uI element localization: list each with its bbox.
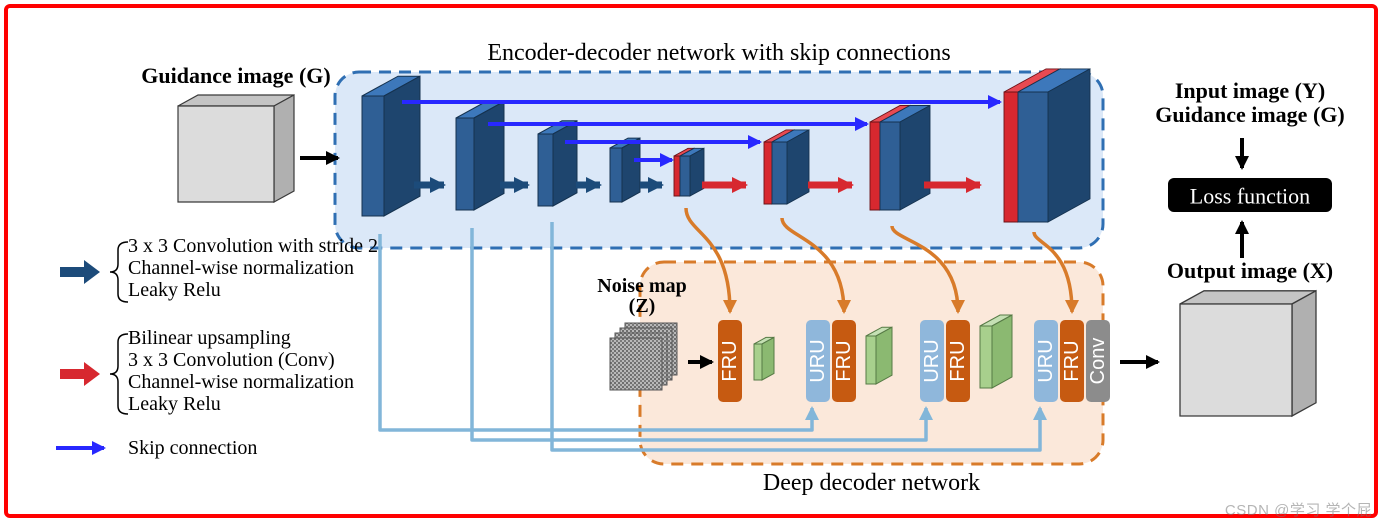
svg-text:URU: URU	[1035, 339, 1057, 382]
uru-block: URU	[920, 320, 944, 402]
watermark: CSDN @学习 学个屁	[1225, 499, 1372, 520]
legend-up-text: 3 x 3 Convolution (Conv)	[128, 349, 335, 371]
noise-map-stack	[610, 323, 677, 390]
conv-block: Conv	[1086, 320, 1110, 402]
input-image-label: Input image (Y)	[1175, 78, 1325, 103]
legend-brace	[110, 334, 128, 414]
legend-down-icon	[60, 260, 100, 284]
deep-decoder-title: Deep decoder network	[763, 470, 980, 496]
legend-brace	[110, 242, 128, 302]
architecture-diagram: Guidance image (G) Encoder-decoder networ…	[0, 0, 1382, 522]
legend-down-text: Leaky Relu	[128, 279, 221, 301]
fru-block: FRU	[718, 320, 742, 402]
encoder-title: Encoder-decoder network with skip connec…	[487, 40, 950, 66]
legend-down-text: 3 x 3 Convolution with stride 2	[128, 235, 378, 257]
uru-block: URU	[806, 320, 830, 402]
uru-block: URU	[1034, 320, 1058, 402]
output-image-cube	[1180, 291, 1316, 416]
guidance-image-label: Guidance image (G)	[141, 63, 330, 88]
noise-map-label: Noise map	[597, 275, 686, 297]
svg-text:FRU: FRU	[719, 340, 741, 381]
legend-up-text: Leaky Relu	[128, 393, 221, 415]
output-image-label: Output image (X)	[1167, 258, 1333, 283]
legend-up-text: Bilinear upsampling	[128, 327, 291, 349]
fru-block: FRU	[1060, 320, 1084, 402]
legend-up-text: Channel-wise normalization	[128, 371, 354, 393]
legend-skip-text: Skip connection	[128, 437, 257, 459]
svg-text:FRU: FRU	[833, 340, 855, 381]
svg-text:Conv: Conv	[1087, 338, 1109, 385]
fru-block: FRU	[832, 320, 856, 402]
svg-text:URU: URU	[807, 339, 829, 382]
svg-text:FRU: FRU	[1061, 340, 1083, 381]
fru-block: FRU	[946, 320, 970, 402]
svg-text:URU: URU	[921, 339, 943, 382]
encoder-decoder-region	[335, 72, 1103, 248]
legend-up-icon	[60, 362, 100, 386]
guidance-image-cube	[178, 95, 294, 202]
svg-text:FRU: FRU	[947, 340, 969, 381]
guidance-right-label: Guidance image (G)	[1155, 102, 1344, 127]
noise-map-label-2: (Z)	[629, 295, 656, 317]
loss-function-label: Loss function	[1190, 184, 1310, 209]
legend-down-text: Channel-wise normalization	[128, 257, 354, 279]
